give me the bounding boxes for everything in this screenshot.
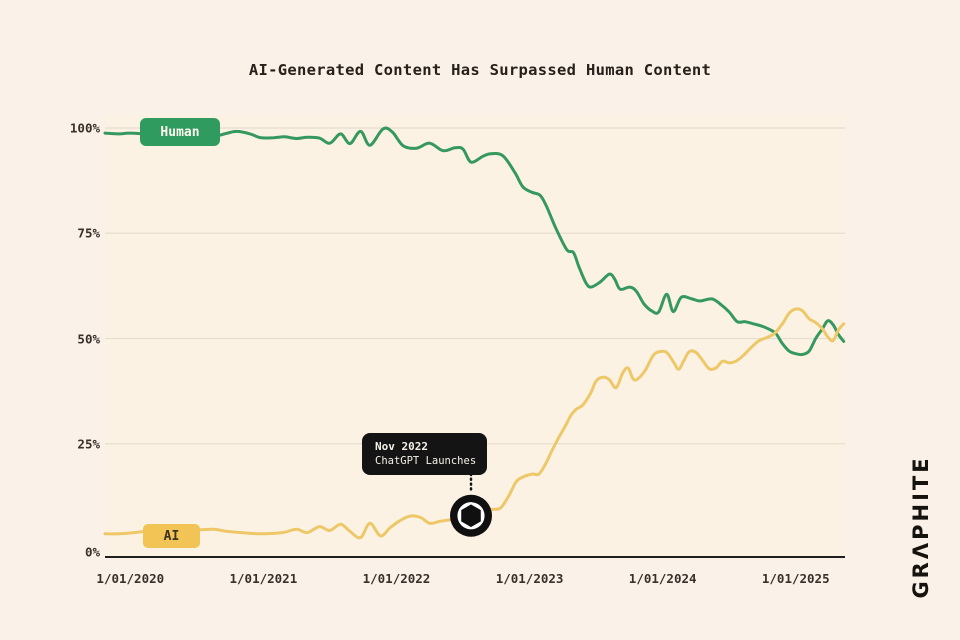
human-line (103, 126, 846, 357)
y-axis-tick-label: 0% (84, 544, 100, 560)
x-axis-tick-label: 1/01/2023 (495, 571, 564, 586)
openai-logo-icon (450, 494, 493, 537)
x-axis-tick-label: 1/01/2024 (628, 571, 697, 586)
y-axis-tick-label: 25% (77, 436, 100, 452)
ai-line (103, 307, 846, 540)
y-axis-tick-label: 75% (77, 225, 100, 241)
chart-title: AI-Generated Content Has Surpassed Human… (248, 61, 712, 79)
annotation-subtitle: ChatGPT Launches (375, 455, 477, 468)
series-label-ai: AI (143, 524, 200, 548)
y-axis-tick-label: 50% (77, 331, 100, 346)
series-label-human-text: Human (160, 124, 200, 140)
graphite-logo: GRΛPHITE (909, 455, 933, 599)
series-label-ai-text: AI (163, 528, 180, 544)
annotation-title: Nov 2022 (375, 440, 428, 453)
series-label-human: Human (140, 118, 220, 146)
plot-area (105, 115, 845, 557)
x-axis-tick-label: 1/01/2021 (229, 571, 298, 586)
annotation-tooltip: Nov 2022 ChatGPT Launches (362, 433, 488, 476)
x-axis-tick-label: 1/01/2025 (761, 571, 830, 586)
x-axis-tick-label: 1/01/2020 (96, 571, 165, 586)
x-axis-tick-label: 1/01/2022 (362, 571, 431, 586)
y-axis-tick-label: 100% (69, 120, 100, 136)
